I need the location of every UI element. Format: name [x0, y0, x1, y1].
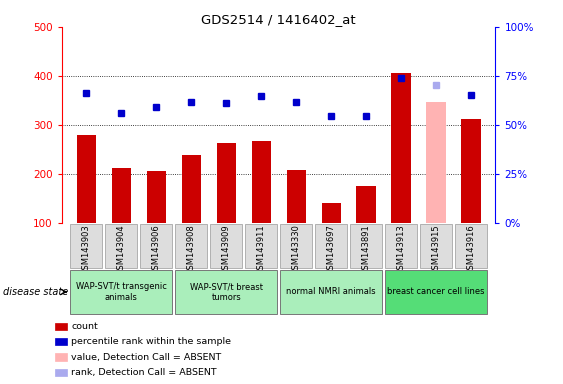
- Bar: [55, 323, 66, 330]
- Text: disease state: disease state: [3, 287, 68, 297]
- Text: GSM143908: GSM143908: [187, 224, 196, 275]
- Text: GSM143909: GSM143909: [222, 224, 231, 275]
- Text: rank, Detection Call = ABSENT: rank, Detection Call = ABSENT: [71, 368, 217, 377]
- Bar: [55, 338, 66, 346]
- Title: GDS2514 / 1416402_at: GDS2514 / 1416402_at: [202, 13, 356, 26]
- FancyBboxPatch shape: [350, 223, 382, 268]
- Bar: [321, 203, 341, 223]
- FancyBboxPatch shape: [245, 223, 278, 268]
- Bar: [182, 155, 201, 223]
- Text: WAP-SVT/t breast
tumors: WAP-SVT/t breast tumors: [190, 282, 263, 301]
- Text: GSM143904: GSM143904: [117, 224, 126, 275]
- FancyBboxPatch shape: [385, 223, 417, 268]
- FancyBboxPatch shape: [70, 223, 102, 268]
- Bar: [391, 73, 410, 223]
- Text: GSM143911: GSM143911: [257, 224, 266, 275]
- Bar: [356, 186, 376, 223]
- Bar: [426, 102, 446, 223]
- Text: value, Detection Call = ABSENT: value, Detection Call = ABSENT: [71, 353, 221, 362]
- Bar: [147, 171, 166, 223]
- Text: GSM143915: GSM143915: [431, 224, 440, 275]
- Text: GSM143891: GSM143891: [361, 224, 370, 275]
- FancyBboxPatch shape: [105, 223, 137, 268]
- Text: GSM143913: GSM143913: [396, 224, 405, 275]
- Bar: [55, 369, 66, 376]
- Text: GSM143906: GSM143906: [152, 224, 161, 275]
- Text: normal NMRI animals: normal NMRI animals: [287, 287, 376, 296]
- Bar: [55, 353, 66, 361]
- Text: GSM143916: GSM143916: [467, 224, 476, 275]
- FancyBboxPatch shape: [140, 223, 172, 268]
- Bar: [77, 135, 96, 223]
- Bar: [217, 143, 236, 223]
- Bar: [461, 119, 481, 223]
- Bar: [252, 141, 271, 223]
- Text: percentile rank within the sample: percentile rank within the sample: [71, 337, 231, 346]
- FancyBboxPatch shape: [455, 223, 487, 268]
- Text: GSM143903: GSM143903: [82, 224, 91, 275]
- FancyBboxPatch shape: [175, 270, 278, 314]
- FancyBboxPatch shape: [315, 223, 347, 268]
- FancyBboxPatch shape: [210, 223, 242, 268]
- Text: count: count: [71, 322, 98, 331]
- Text: WAP-SVT/t transgenic
animals: WAP-SVT/t transgenic animals: [76, 282, 167, 301]
- Text: GSM143330: GSM143330: [292, 224, 301, 275]
- Bar: [287, 170, 306, 223]
- FancyBboxPatch shape: [420, 223, 452, 268]
- Text: GSM143697: GSM143697: [327, 224, 336, 275]
- FancyBboxPatch shape: [280, 223, 312, 268]
- FancyBboxPatch shape: [280, 270, 382, 314]
- FancyBboxPatch shape: [175, 223, 207, 268]
- Text: breast cancer cell lines: breast cancer cell lines: [387, 287, 485, 296]
- FancyBboxPatch shape: [385, 270, 487, 314]
- Bar: [111, 168, 131, 223]
- FancyBboxPatch shape: [70, 270, 172, 314]
